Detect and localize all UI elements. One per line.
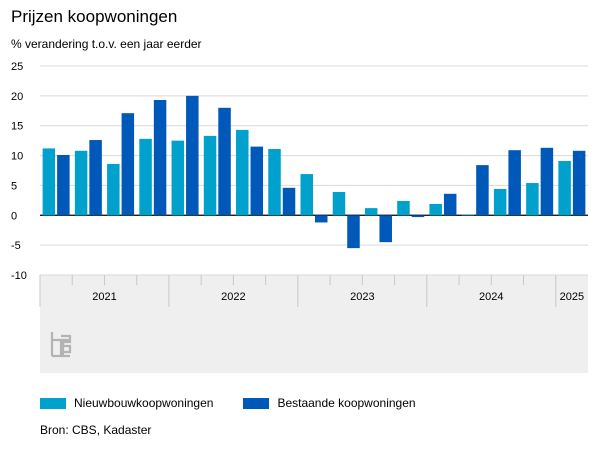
bars xyxy=(42,95,586,249)
chart-title: Prijzen koopwoningen xyxy=(11,7,178,26)
bar-nieuwbouw xyxy=(171,140,185,216)
cbs-logo-icon xyxy=(50,332,72,358)
y-tick-label: 20 xyxy=(11,91,23,103)
y-tick-label: 0 xyxy=(11,210,17,222)
y-tick-label: -10 xyxy=(11,270,27,282)
source-note: Bron: CBS, Kadaster xyxy=(40,423,152,437)
y-tick-labels: 25 20 15 10 5 0 -5 -10 xyxy=(11,61,27,282)
y-tick-label: -5 xyxy=(11,240,21,252)
bar-bestaande xyxy=(411,215,425,218)
bar-nieuwbouw xyxy=(558,160,571,216)
bar-nieuwbouw xyxy=(236,129,249,216)
bar-bestaande xyxy=(315,215,328,223)
bar-bestaande xyxy=(282,187,296,216)
bar-nieuwbouw xyxy=(74,150,88,216)
bar-nieuwbouw xyxy=(526,183,539,216)
bar-nieuwbouw xyxy=(364,208,378,216)
bar-bestaande xyxy=(153,100,167,216)
bar-nieuwbouw xyxy=(332,191,346,216)
bar-bestaande xyxy=(121,113,135,216)
bar-nieuwbouw xyxy=(203,135,217,216)
bar-bestaande xyxy=(379,215,392,243)
bar-bestaande xyxy=(508,150,521,216)
bar-bestaande xyxy=(57,154,70,216)
x-year-label: 2021 xyxy=(92,291,116,303)
y-axis-label: % verandering t.o.v. een jaar eerder xyxy=(11,37,202,51)
bar-nieuwbouw xyxy=(397,200,410,216)
bar-nieuwbouw xyxy=(461,214,475,216)
bar-bestaande xyxy=(443,193,457,216)
bar-nieuwbouw xyxy=(300,174,313,216)
y-tick-label: 25 xyxy=(11,61,23,73)
x-year-label: 2024 xyxy=(479,291,503,303)
bar-bestaande xyxy=(89,140,102,216)
legend-label-nieuwbouw: Nieuwbouwkoopwoningen xyxy=(74,396,214,410)
bar-bestaande xyxy=(476,165,489,216)
legend-swatch-nieuwbouw xyxy=(40,397,66,409)
bar-bestaande xyxy=(572,150,586,216)
bar-nieuwbouw xyxy=(429,203,442,216)
x-year-label: 2022 xyxy=(221,291,245,303)
legend-item-bestaande: Bestaande koopwoningen xyxy=(243,396,416,410)
bar-chart: 25 20 15 10 5 0 -5 -10 2021 2022 2023 2024 2025 xyxy=(11,61,588,373)
bar-nieuwbouw xyxy=(268,149,281,216)
x-year-label: 2025 xyxy=(560,291,584,303)
lower-panel xyxy=(40,275,588,373)
bar-bestaande xyxy=(186,95,199,216)
bar-bestaande xyxy=(218,107,231,216)
y-tick-label: 10 xyxy=(11,151,23,163)
bar-nieuwbouw xyxy=(139,138,152,216)
bar-nieuwbouw xyxy=(107,163,120,216)
y-tick-label: 15 xyxy=(11,121,23,133)
legend-swatch-bestaande xyxy=(243,397,270,409)
bar-nieuwbouw xyxy=(42,148,56,216)
y-tick-label: 5 xyxy=(11,180,17,192)
bar-bestaande xyxy=(540,147,554,216)
bar-nieuwbouw xyxy=(493,189,507,216)
x-axis: 2021 2022 2023 2024 2025 xyxy=(39,275,584,307)
bar-bestaande xyxy=(250,146,264,216)
x-year-label: 2023 xyxy=(350,291,374,303)
legend-label-bestaande: Bestaande koopwoningen xyxy=(277,396,416,410)
bar-bestaande xyxy=(347,215,360,249)
legend: Nieuwbouwkoopwoningen Bestaande koopwoni… xyxy=(40,396,446,410)
legend-item-nieuwbouw: Nieuwbouwkoopwoningen xyxy=(40,396,213,410)
